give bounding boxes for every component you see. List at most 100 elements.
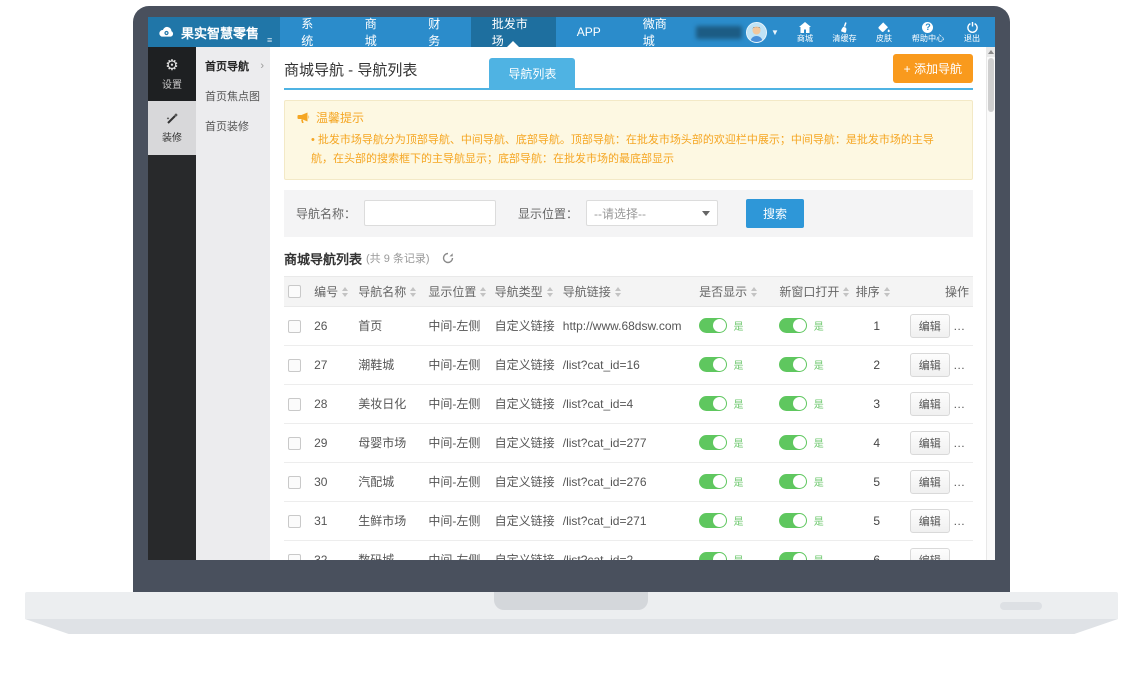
- sort-icon[interactable]: [410, 287, 416, 297]
- visible-toggle[interactable]: [699, 552, 727, 560]
- scrollbar-thumb[interactable]: [988, 58, 994, 112]
- laptop-mockup: 果实智慧零售 ≡ 系统 商城 财务 批发市场 APP 微商城: [0, 0, 1143, 691]
- menu-item-finance[interactable]: 财务: [407, 17, 471, 47]
- delete-button[interactable]: 删除: [957, 392, 973, 416]
- tool-help-center[interactable]: ? 帮助中心: [910, 22, 946, 43]
- avatar[interactable]: [746, 22, 767, 43]
- chevron-right-icon: ›: [260, 60, 264, 72]
- tool-clear-cache[interactable]: 清缓存: [831, 22, 858, 43]
- row-checkbox[interactable]: [288, 476, 301, 489]
- sort-icon[interactable]: [547, 287, 553, 297]
- new-window-toggle[interactable]: [779, 513, 807, 528]
- visible-toggle[interactable]: [699, 318, 727, 333]
- row-checkbox[interactable]: [288, 398, 301, 411]
- edit-button[interactable]: 编辑: [910, 470, 950, 494]
- sidebar-item-settings[interactable]: ⚙ 设置: [148, 47, 196, 101]
- delete-button[interactable]: 删除: [957, 353, 973, 377]
- row-checkbox[interactable]: [288, 320, 301, 333]
- delete-button[interactable]: 删除: [957, 470, 973, 494]
- delete-button[interactable]: 删除: [957, 548, 973, 561]
- menu-item-mall[interactable]: 商城: [344, 17, 408, 47]
- tool-mall[interactable]: 商城: [792, 22, 818, 43]
- select-all-checkbox[interactable]: [288, 285, 301, 298]
- cell-id: 26: [310, 306, 354, 345]
- sidebar-item-decorate[interactable]: 装修: [148, 101, 196, 155]
- visible-toggle[interactable]: [699, 357, 727, 372]
- paint-bucket-icon: [878, 22, 890, 33]
- new-window-toggle[interactable]: [779, 552, 807, 560]
- submenu-item-home-banner[interactable]: 首页焦点图: [196, 81, 270, 111]
- menu-item-wechat-mall[interactable]: 微商城: [622, 17, 696, 47]
- visible-toggle[interactable]: [699, 513, 727, 528]
- delete-button[interactable]: 删除: [957, 509, 973, 533]
- visible-toggle[interactable]: [699, 396, 727, 411]
- cell-sort: 2: [852, 345, 902, 384]
- page-title: 商城导航 - 导航列表: [284, 59, 417, 88]
- edit-button[interactable]: 编辑: [910, 392, 950, 416]
- laptop-base-edge: [25, 619, 1118, 634]
- row-checkbox[interactable]: [288, 437, 301, 450]
- visible-toggle[interactable]: [699, 435, 727, 450]
- sort-icon[interactable]: [843, 287, 849, 297]
- cell-nav-name: 汽配城: [354, 462, 424, 501]
- edit-button[interactable]: 编辑: [910, 548, 950, 561]
- nav-table: 编号 导航名称 显示位置 导航类型 导航链接 是否显示 新窗口打开 排序 操作: [284, 276, 973, 561]
- row-checkbox[interactable]: [288, 359, 301, 372]
- sort-icon[interactable]: [884, 287, 890, 297]
- new-window-toggle[interactable]: [779, 357, 807, 372]
- brand-logo[interactable]: 果实智慧零售 ≡: [148, 17, 280, 47]
- submenu-item-home-nav[interactable]: 首页导航 ›: [196, 51, 270, 81]
- display-position-select[interactable]: --请选择--: [586, 200, 718, 226]
- cell-type: 自定义链接: [491, 462, 559, 501]
- edit-button[interactable]: 编辑: [910, 509, 950, 533]
- tool-logout[interactable]: 退出: [959, 22, 985, 43]
- table-title: 商城导航列表: [284, 249, 362, 268]
- edit-button[interactable]: 编辑: [910, 314, 950, 338]
- visible-toggle[interactable]: [699, 474, 727, 489]
- row-checkbox[interactable]: [288, 554, 301, 560]
- new-window-toggle-label: 是: [814, 517, 824, 528]
- menu-item-wholesale-market[interactable]: 批发市场: [471, 17, 556, 47]
- new-window-toggle-label: 是: [814, 400, 824, 411]
- new-window-toggle-label: 是: [814, 556, 824, 560]
- new-window-toggle[interactable]: [779, 474, 807, 489]
- search-button[interactable]: 搜索: [746, 199, 804, 228]
- sort-icon[interactable]: [615, 287, 621, 297]
- gear-icon: ⚙: [165, 58, 178, 73]
- new-window-toggle[interactable]: [779, 318, 807, 333]
- cell-sort: 1: [852, 306, 902, 345]
- tab-nav-list[interactable]: 导航列表: [489, 58, 575, 88]
- sort-icon[interactable]: [480, 287, 486, 297]
- scroll-up-arrow[interactable]: [987, 47, 995, 57]
- cell-nav-name: 数码城: [354, 540, 424, 560]
- edit-button[interactable]: 编辑: [910, 353, 950, 377]
- edit-button[interactable]: 编辑: [910, 431, 950, 455]
- notice-box: 温馨提示 批发市场导航分为顶部导航、中间导航、底部导航。顶部导航：在批发市场头部…: [284, 100, 973, 180]
- table-header-row: 编号 导航名称 显示位置 导航类型 导航链接 是否显示 新窗口打开 排序 操作: [284, 276, 973, 306]
- tool-skin[interactable]: 皮肤: [871, 22, 897, 43]
- main-content: 商城导航 - 导航列表 导航列表 + 添加导航 温馨提示 批发市场导航分为顶部导…: [270, 47, 995, 560]
- row-checkbox[interactable]: [288, 515, 301, 528]
- add-nav-button[interactable]: + 添加导航: [893, 54, 973, 83]
- new-window-toggle[interactable]: [779, 435, 807, 450]
- menu-item-app[interactable]: APP: [556, 17, 622, 47]
- nav-name-input[interactable]: [364, 200, 496, 226]
- cell-position: 中间-左侧: [424, 501, 490, 540]
- menu-item-system[interactable]: 系统: [280, 17, 344, 47]
- delete-button[interactable]: 删除: [957, 314, 973, 338]
- content-scrollbar[interactable]: [986, 47, 995, 560]
- sort-icon[interactable]: [342, 287, 348, 297]
- cell-sort: 5: [852, 501, 902, 540]
- submenu-item-home-decorate[interactable]: 首页装修: [196, 111, 270, 141]
- new-window-toggle[interactable]: [779, 396, 807, 411]
- cell-type: 自定义链接: [491, 306, 559, 345]
- cloud-icon: [158, 26, 175, 38]
- sort-icon[interactable]: [751, 287, 757, 297]
- user-account[interactable]: ▼: [696, 22, 779, 43]
- delete-button[interactable]: 删除: [957, 431, 973, 455]
- menu-toggle-icon[interactable]: ≡: [267, 35, 272, 45]
- notice-text: 批发市场导航分为顶部导航、中间导航、底部导航。顶部导航：在批发市场头部的欢迎栏中…: [311, 131, 960, 170]
- broom-icon: [838, 22, 850, 33]
- table-row: 30 汽配城 中间-左侧 自定义链接 /list?cat_id=276 是 是: [284, 462, 973, 501]
- refresh-button[interactable]: [442, 252, 454, 264]
